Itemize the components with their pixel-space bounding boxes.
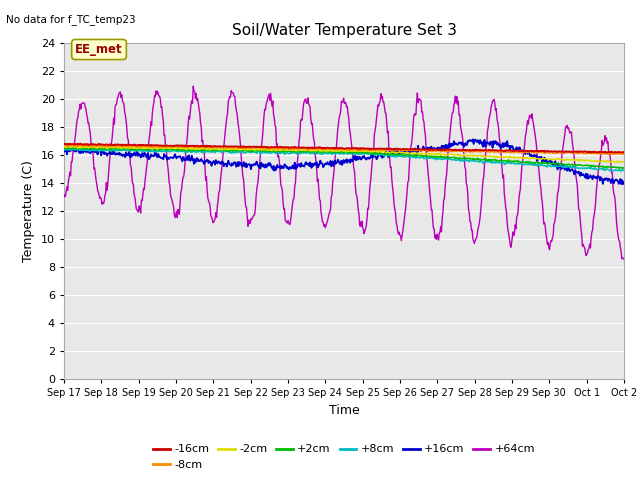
Y-axis label: Temperature (C): Temperature (C) [22,160,35,262]
Legend: -16cm, -8cm, -2cm, +2cm, +8cm, +16cm, +64cm: -16cm, -8cm, -2cm, +2cm, +8cm, +16cm, +6… [148,440,540,474]
Title: Soil/Water Temperature Set 3: Soil/Water Temperature Set 3 [232,23,456,38]
X-axis label: Time: Time [328,404,360,417]
Text: No data for f_TC_temp23: No data for f_TC_temp23 [6,14,136,25]
Text: EE_met: EE_met [76,43,123,56]
